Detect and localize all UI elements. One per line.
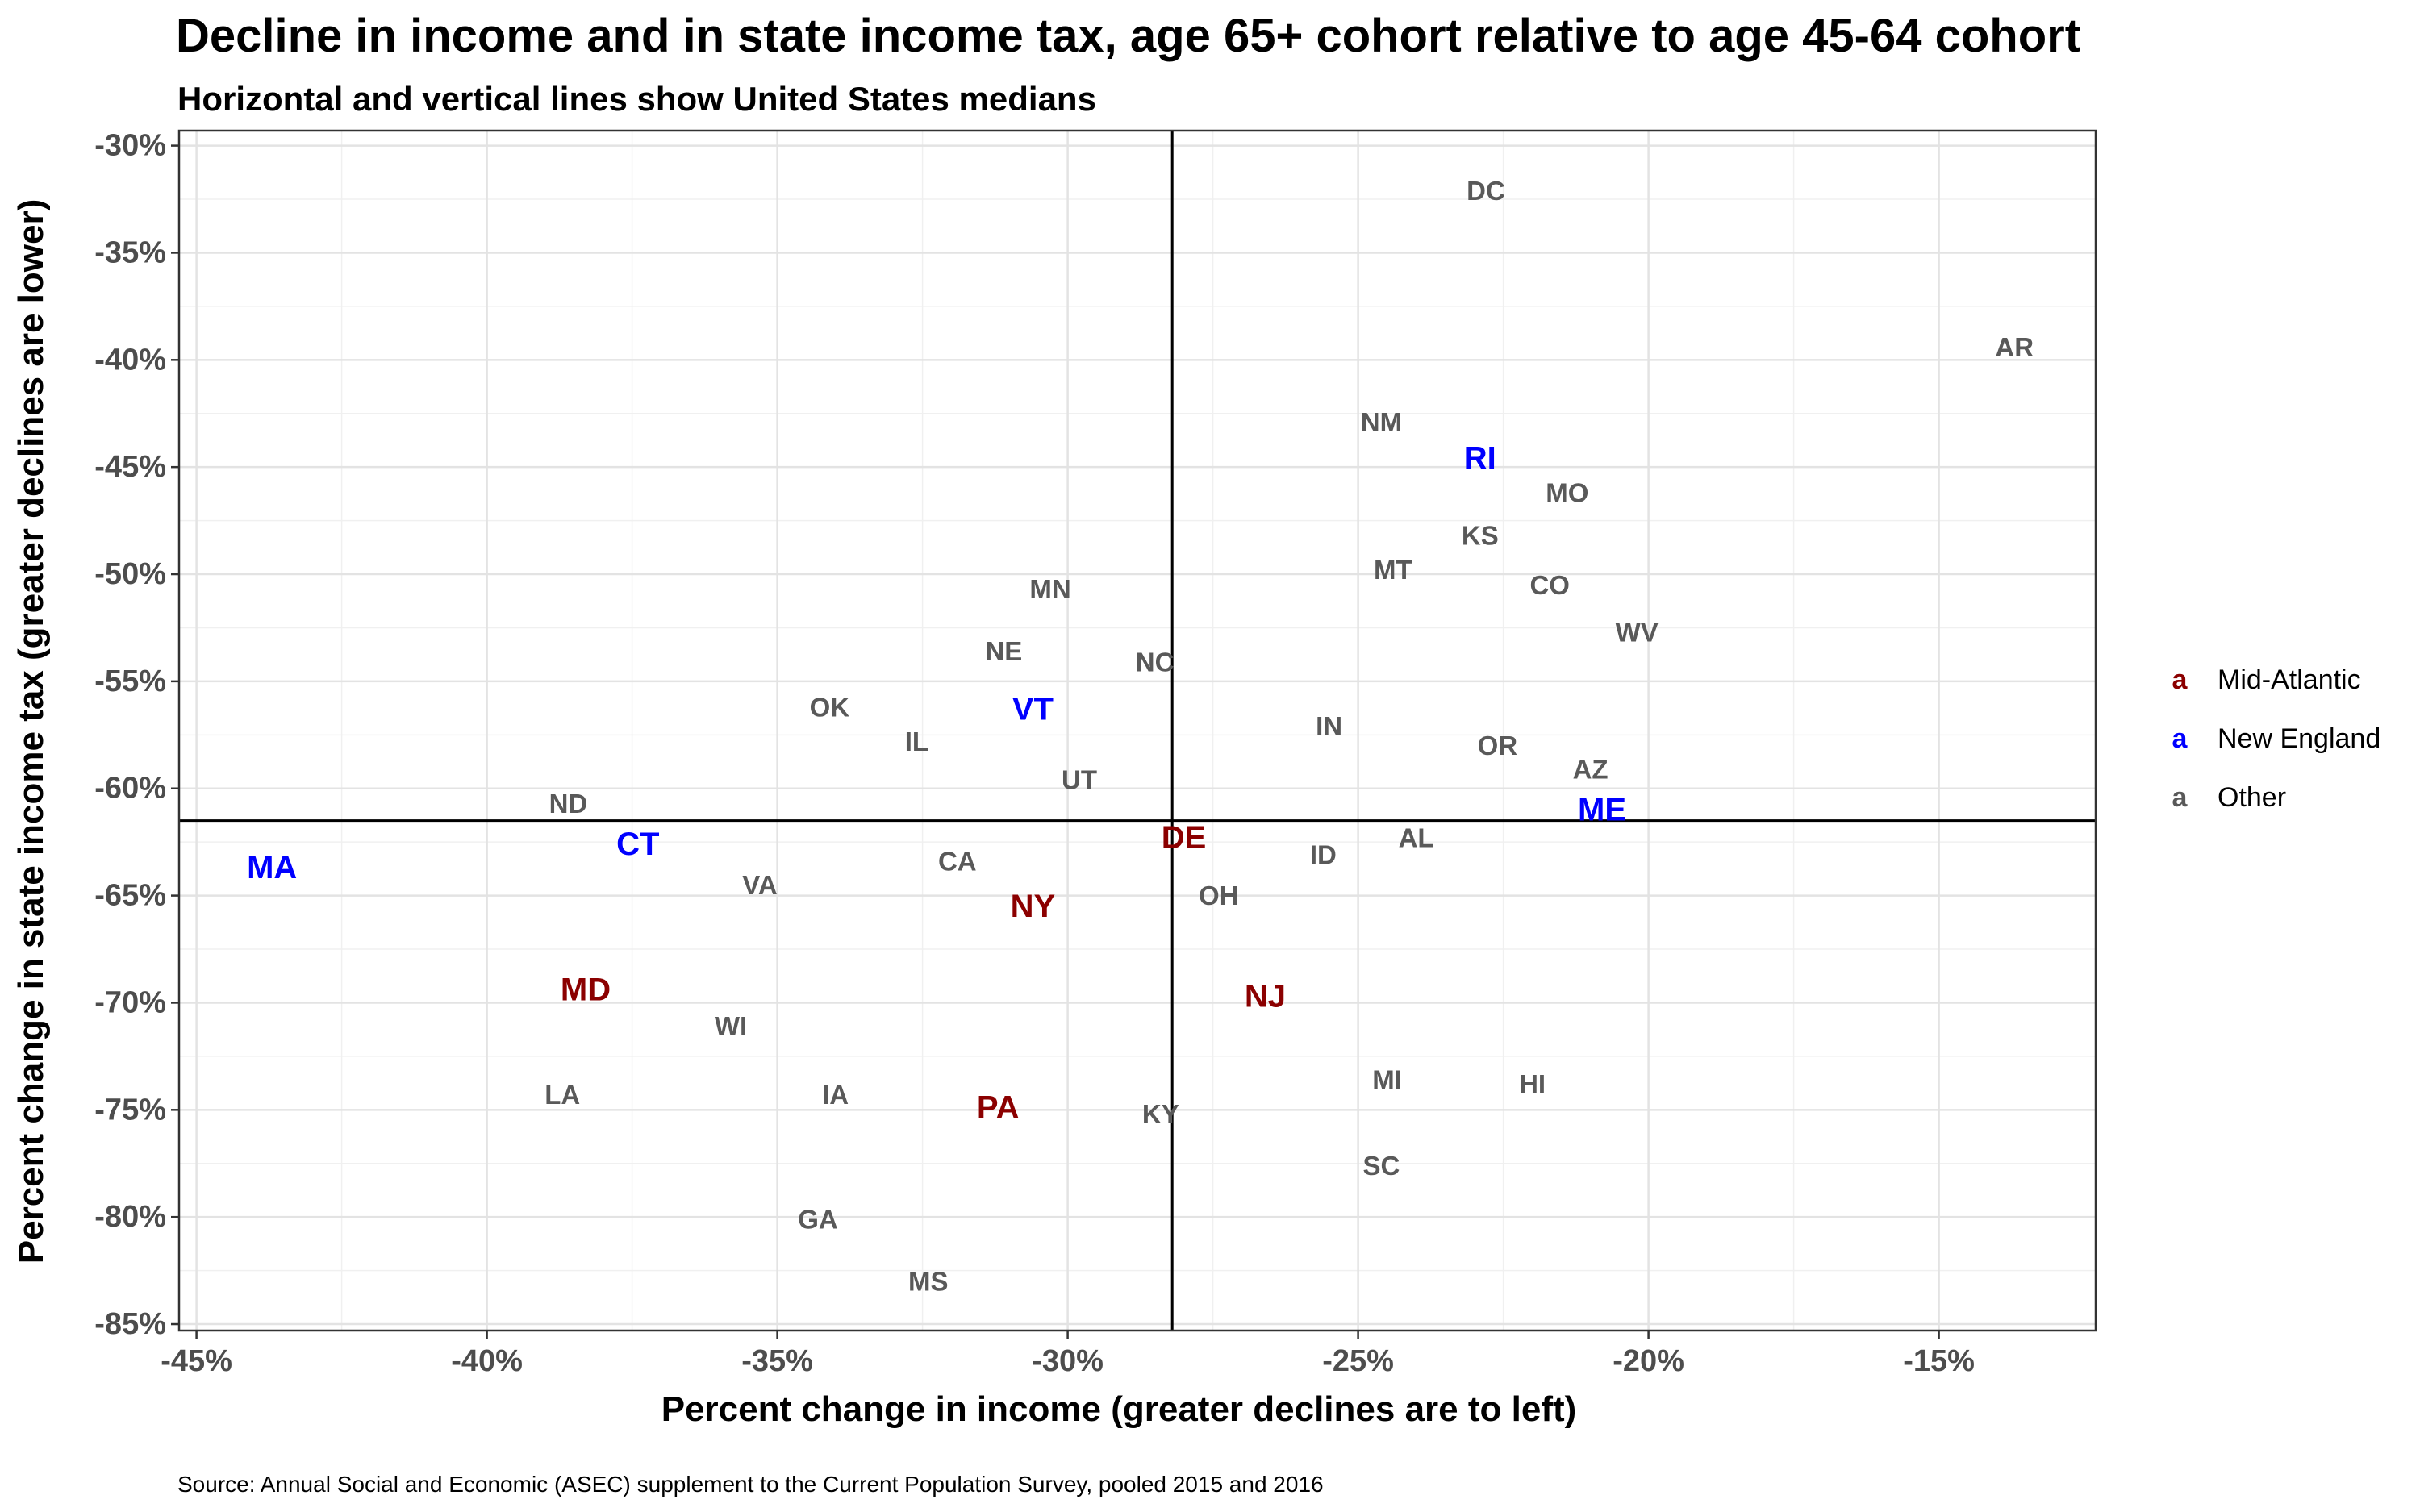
x-tick-label: -30% bbox=[1032, 1344, 1104, 1378]
point-label-id: ID bbox=[1310, 840, 1337, 870]
y-axis-title: Percent change in state income tax (grea… bbox=[11, 199, 51, 1264]
legend-key-new-england: a bbox=[2172, 723, 2188, 754]
legend-label: New England bbox=[2218, 723, 2380, 754]
point-label-nc: NC bbox=[1136, 647, 1175, 677]
point-label-ky: KY bbox=[1142, 1099, 1179, 1129]
x-tick-label: -35% bbox=[741, 1344, 813, 1378]
point-label-ok: OK bbox=[810, 692, 850, 722]
point-label-ct: CT bbox=[616, 827, 659, 862]
point-label-dc: DC bbox=[1467, 176, 1505, 206]
y-tick-label: -30% bbox=[94, 129, 166, 163]
y-tick-label: -85% bbox=[94, 1307, 166, 1341]
point-label-ia: IA bbox=[822, 1080, 849, 1110]
point-label-nd: ND bbox=[549, 789, 588, 818]
y-tick-label: -55% bbox=[94, 664, 166, 698]
plot-panel bbox=[179, 131, 2096, 1331]
point-label-or: OR bbox=[1478, 731, 1518, 760]
point-label-ar: AR bbox=[1995, 332, 2034, 362]
x-tick-label: -40% bbox=[451, 1344, 523, 1378]
point-label-vt: VT bbox=[1012, 691, 1054, 727]
point-label-mt: MT bbox=[1374, 555, 1412, 585]
point-label-al: AL bbox=[1399, 823, 1434, 852]
data-labels: DC AR NM RI MO KS MT CO WV MN NE NC OK VT IN IL OR AZ UT ND… bbox=[247, 176, 2034, 1296]
point-label-nm: NM bbox=[1361, 407, 1402, 437]
legend-label: Other bbox=[2218, 782, 2286, 813]
y-tick-label: -45% bbox=[94, 450, 166, 484]
chart-caption: Source: Annual Social and Economic (ASEC… bbox=[177, 1472, 1324, 1497]
point-label-me: ME bbox=[1578, 792, 1626, 827]
point-label-az: AZ bbox=[1573, 754, 1608, 784]
legend-key-other: a bbox=[2172, 782, 2188, 813]
point-label-il: IL bbox=[905, 727, 928, 756]
point-label-la: LA bbox=[544, 1080, 580, 1110]
panel-border bbox=[177, 129, 2097, 1332]
point-label-co: CO bbox=[1529, 570, 1570, 600]
point-label-ne: NE bbox=[985, 636, 1022, 666]
point-label-wv: WV bbox=[1616, 617, 1659, 647]
point-label-ma: MA bbox=[247, 850, 297, 885]
point-label-mo: MO bbox=[1546, 478, 1588, 508]
y-tick-label: -75% bbox=[94, 1093, 166, 1127]
panel-background bbox=[179, 131, 2096, 1331]
y-tick-label: -80% bbox=[94, 1200, 166, 1234]
y-tick-label: -50% bbox=[94, 557, 166, 591]
point-label-ri: RI bbox=[1464, 441, 1496, 477]
x-axis-title: Percent change in income (greater declin… bbox=[661, 1389, 1577, 1429]
y-tick-label: -40% bbox=[94, 343, 166, 377]
point-label-ms: MS bbox=[908, 1266, 949, 1296]
point-label-ks: KS bbox=[1462, 521, 1499, 551]
y-tick-label: -60% bbox=[94, 772, 166, 806]
point-label-ny: NY bbox=[1011, 889, 1056, 924]
point-label-ut: UT bbox=[1062, 765, 1097, 795]
chart-title: Decline in income and in state income ta… bbox=[176, 10, 2080, 62]
y-axis: -30% -35% -40% -45% -50% -55% -60% -65% -70% -75%… bbox=[94, 129, 179, 1341]
point-label-ga: GA bbox=[798, 1204, 838, 1234]
chart-subtitle: Horizontal and vertical lines show Unite… bbox=[177, 80, 1096, 118]
x-tick-label: -25% bbox=[1322, 1344, 1394, 1378]
point-label-wi: WI bbox=[715, 1011, 747, 1041]
legend-key-mid-atlantic: a bbox=[2172, 664, 2188, 695]
point-label-mn: MN bbox=[1029, 574, 1070, 604]
point-label-pa: PA bbox=[977, 1090, 1020, 1126]
point-label-in: IN bbox=[1316, 711, 1342, 741]
point-label-oh: OH bbox=[1199, 881, 1239, 910]
point-label-de: DE bbox=[1162, 820, 1207, 856]
y-tick-label: -35% bbox=[94, 235, 166, 269]
legend-label: Mid-Atlantic bbox=[2218, 664, 2361, 695]
x-tick-label: -20% bbox=[1613, 1344, 1684, 1378]
median-lines bbox=[179, 131, 2096, 1331]
point-label-ca: CA bbox=[938, 847, 977, 877]
point-label-hi: HI bbox=[1519, 1069, 1546, 1099]
y-tick-label: -70% bbox=[94, 985, 166, 1019]
point-label-md: MD bbox=[561, 973, 611, 1008]
x-tick-label: -45% bbox=[161, 1344, 232, 1378]
y-tick-label: -65% bbox=[94, 879, 166, 913]
point-label-mi: MI bbox=[1372, 1065, 1402, 1095]
point-label-va: VA bbox=[742, 870, 777, 900]
x-tick-label: -15% bbox=[1903, 1344, 1975, 1378]
legend: a Mid-Atlantic a New England a Other bbox=[2172, 664, 2381, 813]
point-label-nj: NJ bbox=[1245, 978, 1286, 1014]
x-axis: -45% -40% -35% -30% -25% -20% -15% bbox=[161, 1331, 1975, 1378]
point-label-sc: SC bbox=[1362, 1151, 1400, 1181]
